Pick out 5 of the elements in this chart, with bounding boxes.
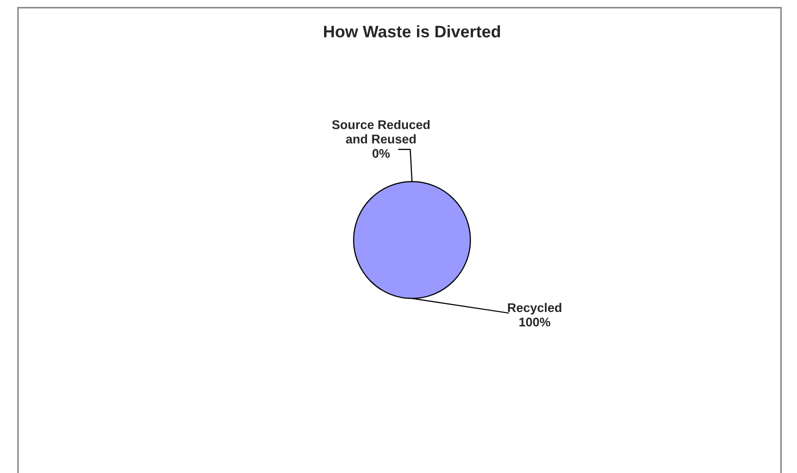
category-label: Source Reduced and Reused [332,120,430,144]
text: 0% [372,149,390,158]
chart-title: How Waste is Diverted [324,25,500,38]
data-label: 100% [519,318,550,326]
slice-label: Recycled [508,302,562,315]
